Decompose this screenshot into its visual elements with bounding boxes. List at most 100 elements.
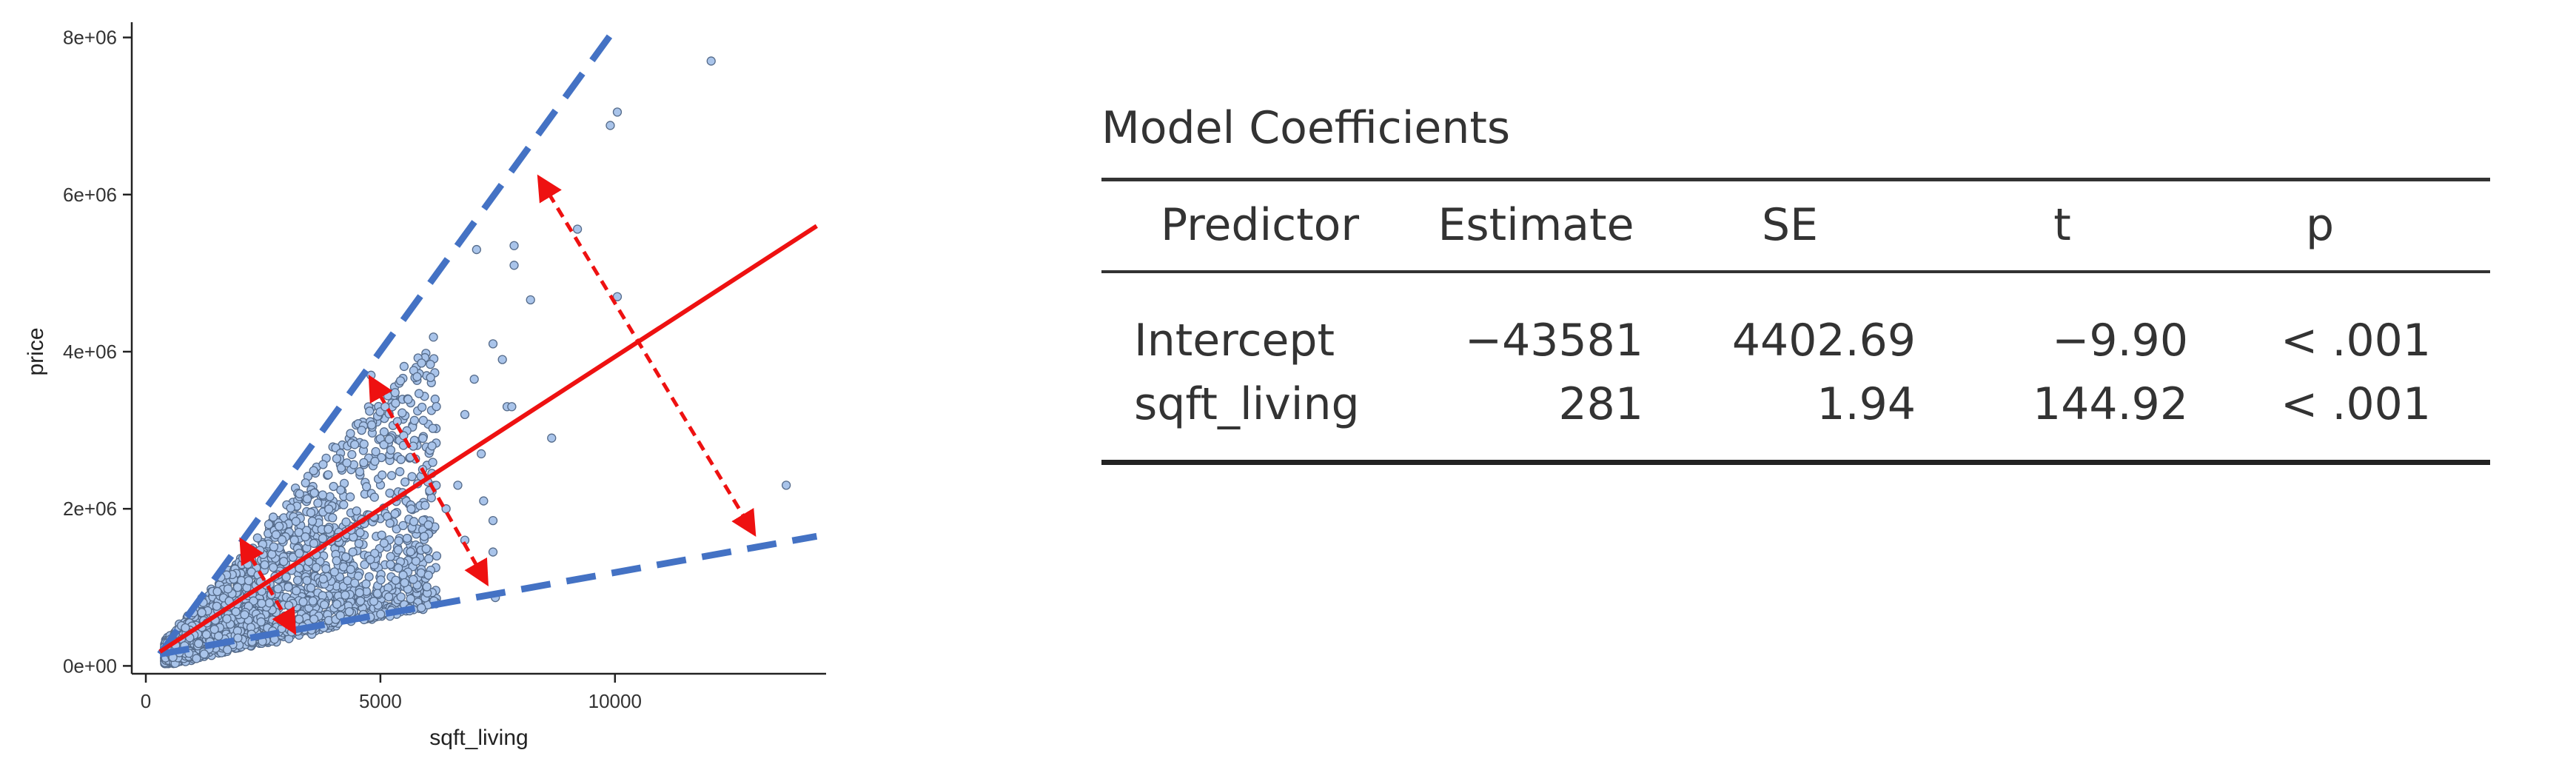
data-point <box>355 588 364 597</box>
data-point <box>355 596 366 606</box>
cell-predictor: Intercept <box>1134 315 1335 366</box>
data-point <box>366 555 375 564</box>
data-point <box>352 506 361 516</box>
y-tick-label: 6e+06 <box>63 184 117 206</box>
data-point <box>403 395 413 404</box>
data-point <box>201 629 211 640</box>
data-point <box>400 578 409 588</box>
data-point <box>391 575 400 585</box>
header-p: p <box>2198 178 2490 273</box>
data-point <box>477 449 486 459</box>
data-point <box>424 554 434 563</box>
data-point <box>426 372 435 383</box>
data-point <box>306 508 316 518</box>
cell-se: 4402.69 <box>1731 315 1916 366</box>
data-point <box>432 401 441 412</box>
data-point <box>398 570 408 580</box>
data-point <box>417 358 426 368</box>
data-point <box>302 494 312 503</box>
data-point <box>243 559 252 569</box>
data-point <box>359 439 369 449</box>
data-point <box>427 441 437 451</box>
regression-fit-line <box>158 224 818 654</box>
table-title: Model Coefficients <box>1101 102 1511 154</box>
data-point <box>385 518 395 528</box>
data-point <box>223 645 232 654</box>
header-estimate: Estimate <box>1418 178 1654 273</box>
data-point <box>289 535 299 545</box>
coefficients-table: Predictor Estimate SE t p Intercept −435… <box>1101 178 2490 465</box>
data-point <box>409 517 419 526</box>
data-point <box>460 409 470 420</box>
data-point <box>386 471 397 481</box>
data-point <box>391 398 400 408</box>
data-point <box>329 481 338 492</box>
data-point <box>256 617 266 627</box>
data-point <box>376 575 386 585</box>
data-point <box>407 472 417 481</box>
data-point <box>419 532 429 541</box>
cell-predictor: sqft_living <box>1134 378 1360 430</box>
data-point <box>361 579 371 589</box>
data-point <box>369 492 379 502</box>
data-point <box>341 552 351 562</box>
data-point <box>378 470 387 480</box>
data-point <box>385 488 395 498</box>
data-point <box>384 592 394 602</box>
data-point <box>341 517 351 527</box>
cell-se: 1.94 <box>1817 378 1916 430</box>
data-point <box>406 547 415 557</box>
data-point <box>271 530 281 540</box>
data-point <box>336 485 346 495</box>
data-point <box>395 466 405 477</box>
data-point <box>507 402 517 412</box>
data-point <box>344 606 355 617</box>
data-point <box>412 372 422 382</box>
data-point <box>309 466 318 475</box>
data-point <box>308 596 318 606</box>
spread-arrow <box>239 537 297 635</box>
model-coefficients-panel: Model Coefficients Predictor Estimate SE… <box>1101 95 2490 465</box>
data-point <box>328 513 338 523</box>
upper-boundary-line <box>157 24 620 657</box>
data-point <box>318 533 328 543</box>
data-point <box>781 481 791 490</box>
x-axis-label: sqft_living <box>429 726 528 750</box>
data-point <box>192 654 201 663</box>
data-point <box>393 545 403 555</box>
data-point <box>417 603 426 613</box>
data-point <box>264 520 274 529</box>
data-point <box>398 520 408 531</box>
header-t: t <box>1926 178 2198 273</box>
data-point <box>294 527 303 538</box>
data-point <box>488 339 498 349</box>
data-point <box>355 466 365 477</box>
data-point <box>292 575 303 585</box>
data-point <box>233 633 243 643</box>
data-point <box>291 517 301 526</box>
data-point <box>365 406 375 416</box>
data-point <box>526 295 535 305</box>
data-point <box>386 552 395 561</box>
data-point <box>323 524 333 534</box>
data-point <box>311 563 321 572</box>
data-point <box>313 498 323 508</box>
x-tick-label: 5000 <box>359 690 402 712</box>
data-point <box>302 575 312 586</box>
x-tick-label: 0 <box>141 690 151 712</box>
data-point <box>269 563 278 572</box>
data-point <box>417 402 427 412</box>
data-point <box>181 623 190 633</box>
y-tick-label: 8e+06 <box>63 27 117 49</box>
data-point <box>386 560 395 569</box>
spread-arrow <box>368 375 489 586</box>
data-point <box>223 584 233 594</box>
data-point <box>332 556 341 566</box>
data-point <box>402 533 412 543</box>
data-point <box>244 576 254 586</box>
data-point <box>231 607 241 617</box>
data-point <box>423 570 433 580</box>
header-se: SE <box>1654 178 1926 273</box>
data-point <box>346 429 355 438</box>
data-point <box>320 600 329 609</box>
